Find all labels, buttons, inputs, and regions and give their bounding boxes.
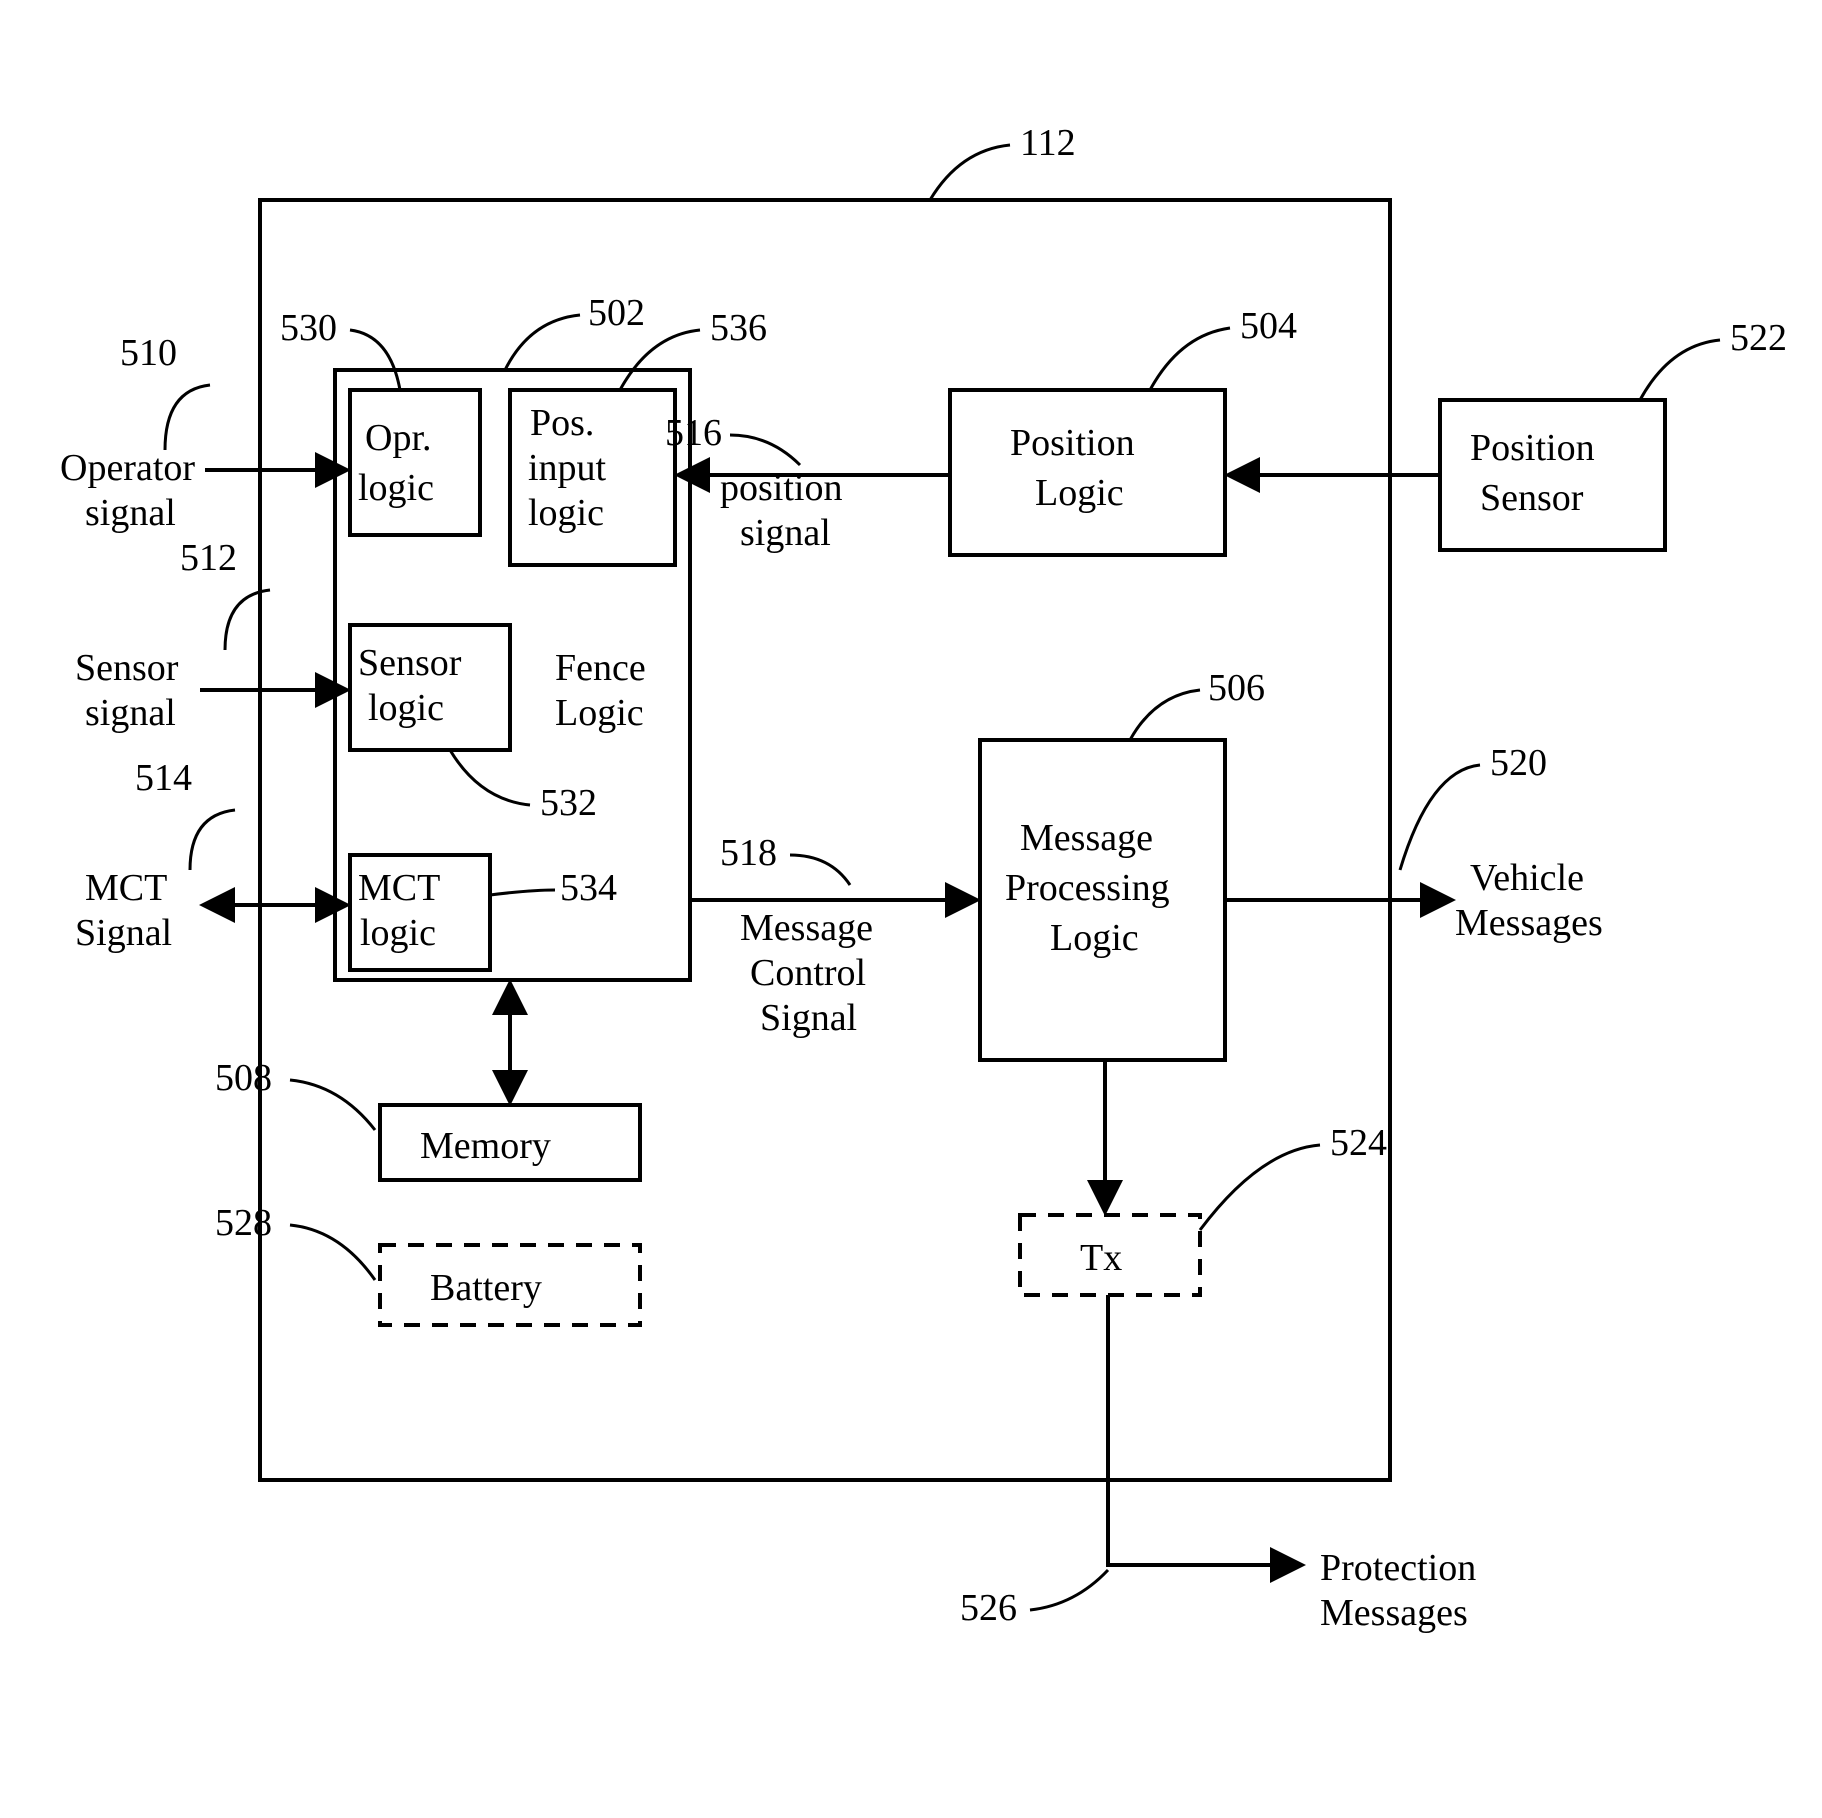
msg-label2: Processing (1005, 867, 1170, 909)
leader-510 (165, 385, 210, 450)
ref-534: 534 (560, 867, 617, 909)
memory-label: Memory (420, 1125, 551, 1167)
fence-label1: Fence (555, 647, 646, 689)
posinput-label1: Pos. (530, 402, 594, 444)
vm-label2: Messages (1455, 902, 1603, 944)
arrow-protection (1108, 1295, 1300, 1565)
pm-label2: Messages (1320, 1592, 1468, 1634)
leader-502 (505, 315, 580, 370)
ref-518: 518 (720, 832, 777, 874)
fence-label2: Logic (555, 692, 644, 734)
leader-518 (790, 855, 850, 885)
poslogic-label2: Logic (1035, 472, 1124, 514)
ref-526: 526 (960, 1587, 1017, 1629)
ref-512: 512 (180, 537, 237, 579)
opsig-label2: signal (85, 492, 176, 534)
opr-label1: Opr. (365, 417, 432, 459)
ref-506: 506 (1208, 667, 1265, 709)
opr-label2: logic (358, 467, 434, 509)
possensor-label2: Sensor (1480, 477, 1584, 519)
leader-520 (1400, 765, 1480, 870)
mc-label1: Message (740, 907, 873, 949)
ref-520: 520 (1490, 742, 1547, 784)
posinput-label3: logic (528, 492, 604, 534)
mc-label2: Control (750, 952, 866, 994)
ref-112: 112 (1020, 122, 1076, 164)
leader-534 (490, 890, 555, 895)
leader-522 (1640, 340, 1720, 400)
tx-label: Tx (1080, 1237, 1122, 1279)
leader-504 (1150, 328, 1230, 390)
ref-514: 514 (135, 757, 192, 799)
leader-516 (730, 435, 800, 465)
ssig-label2: signal (85, 692, 176, 734)
leader-512 (225, 590, 270, 650)
opr-logic-box (350, 390, 480, 535)
ref-510: 510 (120, 332, 177, 374)
msig-label1: MCT (85, 867, 167, 909)
leader-508 (290, 1080, 375, 1130)
ref-524: 524 (1330, 1122, 1387, 1164)
msig-label2: Signal (75, 912, 172, 954)
leader-506 (1130, 690, 1200, 740)
leader-532 (450, 750, 530, 805)
mct-label2: logic (360, 912, 436, 954)
ps-label2: signal (740, 512, 831, 554)
ref-516: 516 (665, 412, 722, 454)
pm-label1: Protection (1320, 1547, 1476, 1589)
mct-label1: MCT (358, 867, 440, 909)
ref-528: 528 (215, 1202, 272, 1244)
ref-522: 522 (1730, 317, 1787, 359)
ref-502: 502 (588, 292, 645, 334)
vm-label1: Vehicle (1470, 857, 1584, 899)
battery-label: Battery (430, 1267, 542, 1309)
leader-112 (930, 145, 1010, 200)
position-sensor-box (1440, 400, 1665, 550)
ref-536: 536 (710, 307, 767, 349)
opsig-label1: Operator (60, 447, 195, 489)
msg-label1: Message (1020, 817, 1153, 859)
leader-528 (290, 1225, 375, 1280)
ref-530: 530 (280, 307, 337, 349)
ref-532: 532 (540, 782, 597, 824)
leader-524 (1200, 1145, 1320, 1230)
leader-526 (1030, 1570, 1108, 1610)
leader-514 (190, 810, 235, 870)
msg-label3: Logic (1050, 917, 1139, 959)
sensor-label1: Sensor (358, 642, 462, 684)
ssig-label1: Sensor (75, 647, 179, 689)
ref-504: 504 (1240, 305, 1297, 347)
possensor-label1: Position (1470, 427, 1595, 469)
leader-530 (350, 330, 400, 390)
sensor-label2: logic (368, 687, 444, 729)
ref-508: 508 (215, 1057, 272, 1099)
mc-label3: Signal (760, 997, 857, 1039)
posinput-label2: input (528, 447, 607, 489)
poslogic-label1: Position (1010, 422, 1135, 464)
